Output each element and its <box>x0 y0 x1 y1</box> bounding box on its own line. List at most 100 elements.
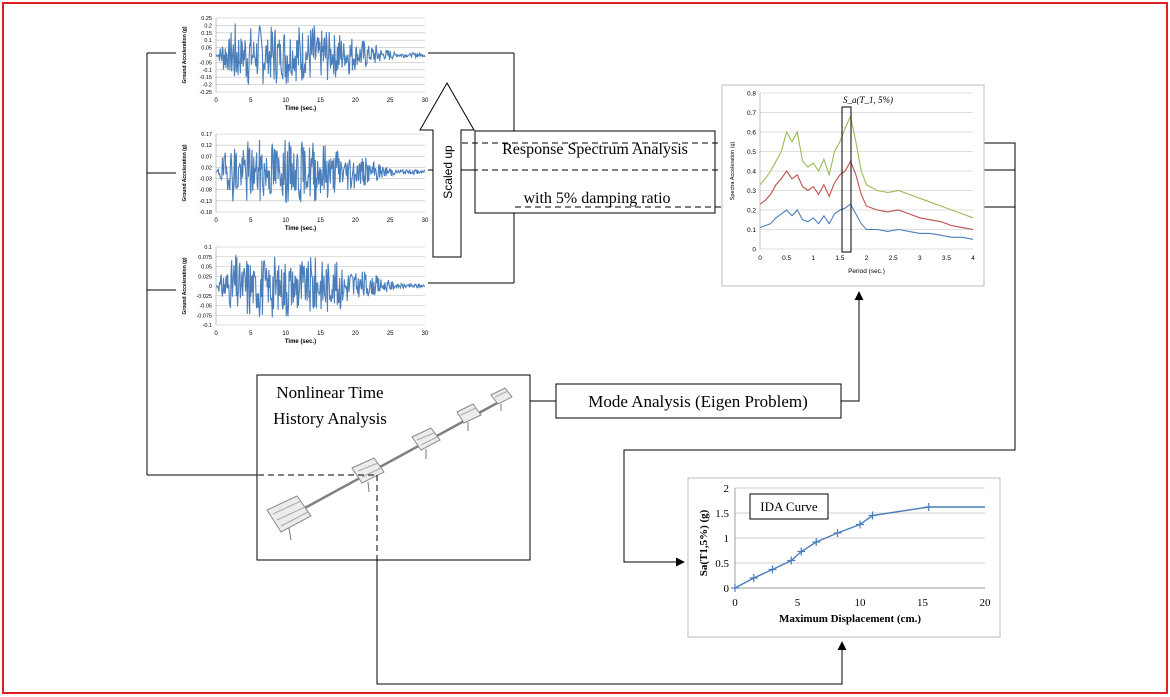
x-tick-label: 0 <box>214 218 218 224</box>
x-tick-label: 15 <box>917 597 929 609</box>
y-axis-label: Ground Acceleration (g) <box>182 257 188 314</box>
spectrum-series-middle <box>759 160 974 231</box>
y-tick-label: 0.7 <box>747 110 756 117</box>
y-tick-label: 0.3 <box>747 188 756 195</box>
y-tick-label: 0.5 <box>747 149 756 156</box>
ida-chart-border <box>687 477 1001 638</box>
y-tick-label: -0.15 <box>199 75 212 81</box>
x-tick-label: 15 <box>317 218 324 224</box>
spectrum-chart-border <box>721 84 985 287</box>
y-tick-label: -0.05 <box>199 304 212 310</box>
y-tick-label: -0.13 <box>199 199 212 205</box>
left-bracket <box>146 52 258 476</box>
y-axis-label: Spectra Acceleration (g) <box>730 141 736 200</box>
ida-title-box <box>749 493 829 520</box>
acceleration-trace <box>215 254 426 318</box>
y-axis-label: Sa(T1,5%) (g) <box>698 509 710 576</box>
x-tick-label: 5 <box>795 597 801 609</box>
x-tick-label: 10 <box>282 331 289 337</box>
ida-point-marker <box>749 574 758 582</box>
x-tick-label: 0.5 <box>782 255 791 262</box>
y-tick-label: -0.05 <box>199 60 212 66</box>
acceleration-trace <box>215 23 426 85</box>
y-tick-label: 0.1 <box>204 38 212 44</box>
y-tick-label: -0.18 <box>199 210 212 216</box>
mode-analysis-label: Mode Analysis (Eigen Problem) <box>588 392 808 411</box>
y-tick-label: 0.05 <box>201 265 212 271</box>
x-tick-label: 20 <box>352 218 359 224</box>
x-tick-label: 10 <box>282 98 289 104</box>
ground-motion-chart-1: 0.250.20.150.10.050-0.05-0.1-0.15-0.2-0.… <box>182 16 429 112</box>
ida-point-marker <box>924 503 933 511</box>
y-tick-label: 0.07 <box>201 154 212 160</box>
x-tick-label: 20 <box>980 597 992 609</box>
x-axis-label: Time (sec.) <box>285 106 316 112</box>
y-tick-label: 0.05 <box>201 46 212 52</box>
y-axis-label: Ground Acceleration (g) <box>182 144 188 201</box>
y-tick-label: 0.8 <box>747 91 756 98</box>
x-tick-label: 20 <box>352 331 359 337</box>
sa-annotation: S_a(T_1, 5%) <box>843 95 893 105</box>
x-tick-label: 4 <box>971 255 975 262</box>
y-tick-label: 0.4 <box>747 169 756 176</box>
y-tick-label: 1.5 <box>715 508 729 520</box>
x-tick-label: 20 <box>352 98 359 104</box>
x-tick-label: 5 <box>249 218 253 224</box>
scaled-up-label: Scaled up <box>441 145 455 199</box>
x-tick-label: 15 <box>317 98 324 104</box>
x-tick-label: 1 <box>811 255 815 262</box>
scaled-up-arrow: Scaled up <box>419 81 475 258</box>
ida-point-marker <box>856 520 864 529</box>
bridge-deck-2 <box>351 457 385 493</box>
ida-point-marker <box>768 565 777 574</box>
x-axis-label: Maximum Displacement (cm.) <box>779 613 921 625</box>
nonlinear-line2: History Analysis <box>273 409 387 428</box>
y-tick-label: 0.25 <box>201 16 212 22</box>
response-spectrum-box: Response Spectrum Analysis with 5% dampi… <box>474 130 716 214</box>
spectrum-series-upper <box>759 114 974 219</box>
y-tick-label: 0.12 <box>201 143 212 149</box>
y-tick-label: 0 <box>209 53 212 59</box>
ida-title: IDA Curve <box>760 499 818 514</box>
x-tick-label: 5 <box>249 98 253 104</box>
mode-analysis-box: Mode Analysis (Eigen Problem) <box>530 291 864 419</box>
x-axis-label: Time (sec.) <box>285 226 316 232</box>
y-tick-label: -0.075 <box>196 313 212 319</box>
ida-point-marker <box>868 511 877 520</box>
y-tick-label: 0 <box>209 284 212 290</box>
y-tick-label: 0.15 <box>201 31 212 37</box>
y-axis-label: Ground Acceleration (g) <box>182 26 188 83</box>
y-tick-label: 0.02 <box>201 165 212 171</box>
y-tick-label: 0.2 <box>204 23 212 29</box>
y-tick-label: -0.025 <box>196 294 212 300</box>
x-tick-label: 5 <box>249 331 253 337</box>
nonlinear-line1: Nonlinear Time <box>276 383 383 402</box>
nonlinear-analysis-box: Nonlinear Time History Analysis <box>256 374 531 561</box>
nonlinear-to-ida-connector <box>258 474 847 685</box>
y-tick-label: 1 <box>724 533 730 545</box>
y-tick-label: 0.1 <box>204 245 212 251</box>
y-tick-label: -0.03 <box>199 177 212 183</box>
y-tick-label: -0.1 <box>203 323 212 329</box>
x-tick-label: 25 <box>387 218 394 224</box>
response-spectrum-line2: with 5% damping ratio <box>523 190 670 207</box>
y-tick-label: 0.025 <box>198 274 212 280</box>
x-tick-label: 15 <box>317 331 324 337</box>
spectrum-series-lower <box>759 203 974 240</box>
y-tick-label: 0.5 <box>715 558 729 570</box>
bridge-deck-3 <box>411 427 441 459</box>
y-tick-label: -0.2 <box>203 83 212 89</box>
ida-point-marker <box>797 547 806 556</box>
x-tick-label: 0 <box>214 331 218 337</box>
ground-motion-chart-3: 0.10.0750.050.0250-0.025-0.05-0.075-0.10… <box>182 245 429 345</box>
y-tick-label: 0 <box>724 583 730 595</box>
x-tick-label: 0 <box>214 98 218 104</box>
x-axis-label: Period (sec.) <box>848 268 885 275</box>
x-tick-label: 25 <box>387 331 394 337</box>
y-tick-label: 0.075 <box>198 255 212 261</box>
y-tick-label: -0.25 <box>199 90 212 96</box>
bridge-deck-4 <box>456 403 482 431</box>
x-axis-label: Time (sec.) <box>285 339 316 345</box>
